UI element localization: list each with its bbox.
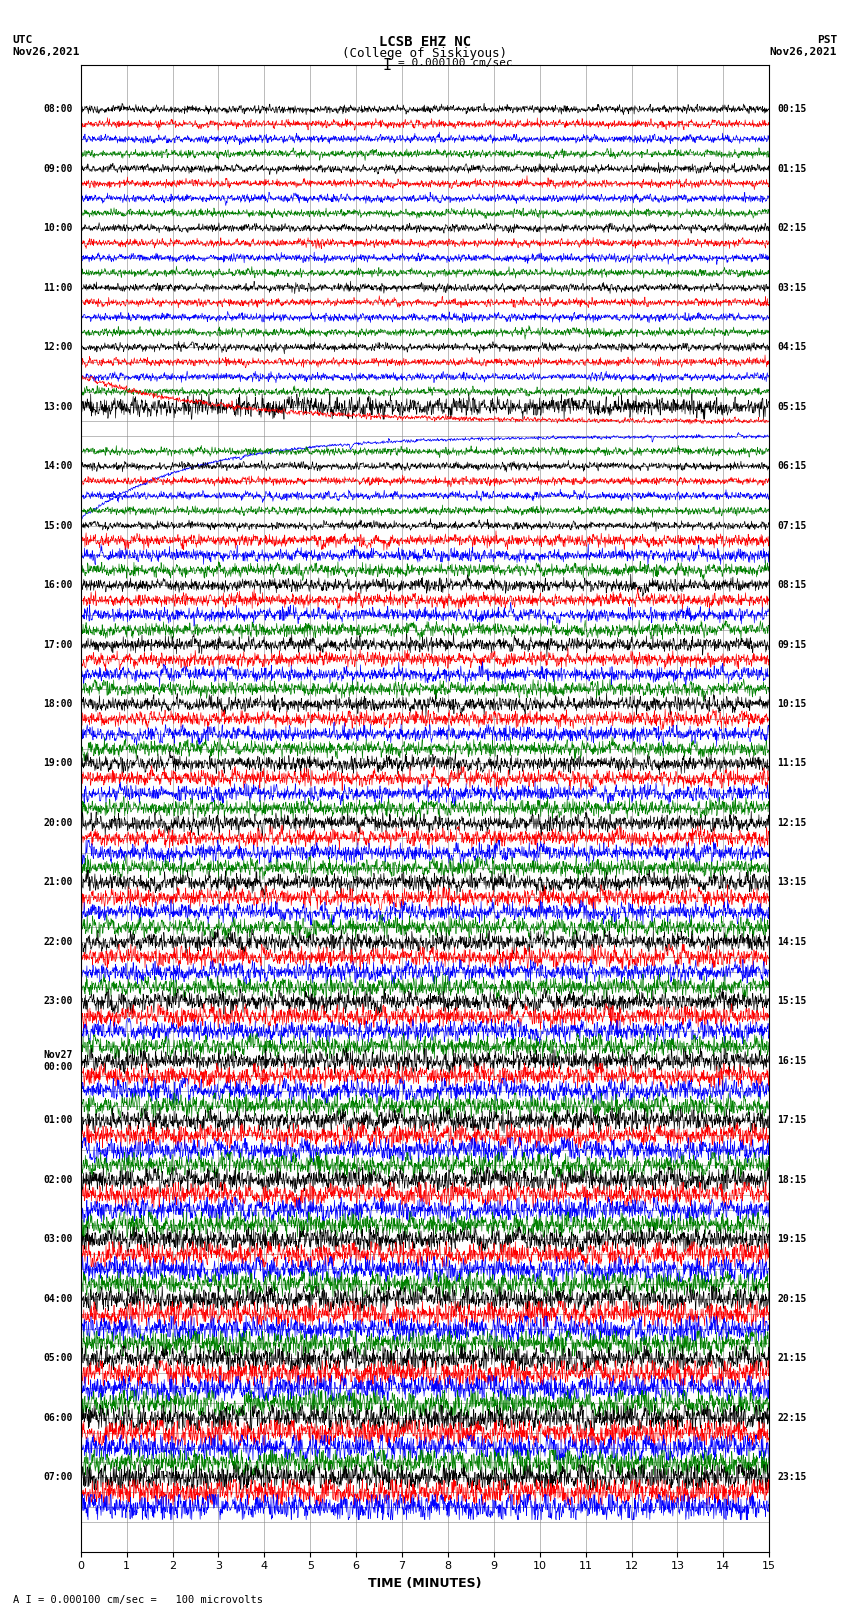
Text: UTC
Nov26,2021: UTC Nov26,2021 [13,35,80,56]
Text: 14:00: 14:00 [43,461,72,471]
Text: 00:15: 00:15 [778,105,807,115]
Text: 06:15: 06:15 [778,461,807,471]
Text: 06:00: 06:00 [43,1413,72,1423]
Text: 03:15: 03:15 [778,282,807,292]
Text: 19:00: 19:00 [43,758,72,768]
Text: 02:00: 02:00 [43,1174,72,1186]
Text: 09:15: 09:15 [778,639,807,650]
Text: 01:15: 01:15 [778,163,807,174]
Text: 16:00: 16:00 [43,581,72,590]
Text: (College of Siskiyous): (College of Siskiyous) [343,47,507,60]
Text: LCSB EHZ NC: LCSB EHZ NC [379,35,471,50]
Text: 10:00: 10:00 [43,223,72,234]
Text: 19:15: 19:15 [778,1234,807,1244]
Text: 14:15: 14:15 [778,937,807,947]
Text: 07:15: 07:15 [778,521,807,531]
Text: 05:15: 05:15 [778,402,807,411]
Text: 02:15: 02:15 [778,223,807,234]
Text: 01:00: 01:00 [43,1116,72,1126]
Text: 13:15: 13:15 [778,877,807,887]
Text: I: I [382,58,391,73]
Text: 20:00: 20:00 [43,818,72,827]
Text: 23:00: 23:00 [43,997,72,1007]
Text: 03:00: 03:00 [43,1234,72,1244]
Text: 15:15: 15:15 [778,997,807,1007]
Text: 20:15: 20:15 [778,1294,807,1303]
Text: 16:15: 16:15 [778,1057,807,1066]
Text: 11:15: 11:15 [778,758,807,768]
Text: 05:00: 05:00 [43,1353,72,1363]
Text: 18:15: 18:15 [778,1174,807,1186]
Text: 07:00: 07:00 [43,1473,72,1482]
Text: 04:00: 04:00 [43,1294,72,1303]
Text: 11:00: 11:00 [43,282,72,292]
Text: 15:00: 15:00 [43,521,72,531]
Text: 12:00: 12:00 [43,342,72,352]
Text: 13:00: 13:00 [43,402,72,411]
Text: 04:15: 04:15 [778,342,807,352]
Text: = 0.000100 cm/sec: = 0.000100 cm/sec [398,58,513,68]
Text: 17:15: 17:15 [778,1116,807,1126]
Text: 22:00: 22:00 [43,937,72,947]
Text: 12:15: 12:15 [778,818,807,827]
Text: 08:15: 08:15 [778,581,807,590]
Text: 21:15: 21:15 [778,1353,807,1363]
Text: 17:00: 17:00 [43,639,72,650]
Text: 08:00: 08:00 [43,105,72,115]
Text: 09:00: 09:00 [43,163,72,174]
Text: 21:00: 21:00 [43,877,72,887]
Text: 10:15: 10:15 [778,698,807,710]
Text: 18:00: 18:00 [43,698,72,710]
Text: Nov27
00:00: Nov27 00:00 [43,1050,72,1071]
X-axis label: TIME (MINUTES): TIME (MINUTES) [368,1578,482,1590]
Text: 22:15: 22:15 [778,1413,807,1423]
Text: PST
Nov26,2021: PST Nov26,2021 [770,35,837,56]
Text: A I = 0.000100 cm/sec =   100 microvolts: A I = 0.000100 cm/sec = 100 microvolts [13,1595,263,1605]
Text: 23:15: 23:15 [778,1473,807,1482]
